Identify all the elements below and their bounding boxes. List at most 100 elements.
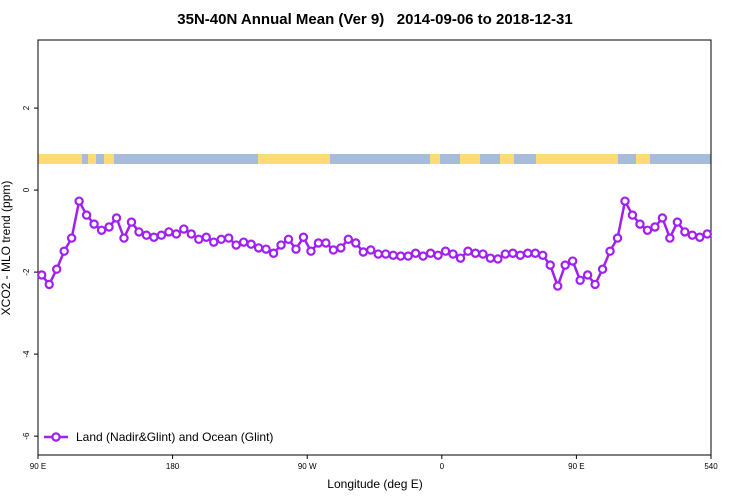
- point: [276, 240, 286, 250]
- x-tick-label: 540: [704, 462, 718, 471]
- point: [104, 222, 114, 232]
- point: [425, 248, 436, 258]
- point: [642, 225, 653, 235]
- point: [680, 227, 690, 237]
- point: [493, 254, 503, 264]
- point: [231, 240, 241, 250]
- y-tick-label: 2: [22, 105, 31, 110]
- x-tick-label: 90 E: [30, 462, 46, 471]
- point: [612, 233, 623, 243]
- point: [291, 244, 301, 254]
- point: [470, 248, 481, 258]
- x-tick-label: 90 W: [298, 462, 317, 471]
- point: [141, 230, 152, 240]
- point: [567, 256, 578, 266]
- point: [381, 249, 391, 259]
- point: [321, 238, 331, 248]
- chart-title: 35N-40N Annual Mean (Ver 9) 2014-09-06 t…: [177, 11, 572, 28]
- point: [560, 260, 570, 270]
- point: [455, 253, 466, 263]
- point: [650, 222, 660, 232]
- point: [657, 213, 668, 223]
- point: [298, 232, 309, 242]
- point: [351, 238, 361, 248]
- point: [89, 219, 99, 229]
- point: [111, 213, 122, 223]
- legend-marker: [51, 432, 61, 442]
- point: [433, 250, 443, 260]
- point: [253, 243, 264, 253]
- point: [179, 224, 189, 234]
- point: [366, 245, 376, 255]
- point: [358, 247, 368, 257]
- point: [665, 233, 675, 243]
- point: [194, 234, 204, 244]
- y-tick-label: -6: [22, 432, 31, 440]
- x-tick-label: 90 E: [568, 462, 584, 471]
- point: [575, 275, 585, 286]
- point: [59, 246, 69, 256]
- point: [209, 237, 219, 247]
- legend-label: Land (Nadir&Glint) and Ocean (Glint): [76, 430, 273, 444]
- point: [261, 244, 271, 254]
- point: [171, 229, 182, 239]
- point: [74, 196, 84, 206]
- point: [66, 233, 77, 243]
- point: [553, 281, 563, 291]
- point: [37, 270, 47, 280]
- y-axis-label: XCO2 - MLO trend (ppm): [0, 181, 13, 316]
- point: [126, 217, 137, 227]
- y-tick-label: 0: [22, 187, 31, 192]
- land-ocean-strip: [38, 154, 711, 164]
- point: [388, 250, 398, 260]
- point: [44, 279, 54, 290]
- point: [508, 248, 518, 258]
- plot-frame: [37, 39, 712, 456]
- point: [336, 243, 346, 253]
- point: [463, 246, 473, 256]
- point: [635, 219, 645, 229]
- y-tick-label: -4: [22, 350, 31, 358]
- point: [627, 210, 638, 220]
- point: [201, 232, 211, 242]
- point: [672, 217, 683, 227]
- point: [328, 245, 339, 255]
- point: [582, 270, 593, 280]
- point: [687, 230, 698, 240]
- point: [620, 196, 630, 206]
- point: [313, 238, 324, 248]
- point: [81, 210, 92, 220]
- point: [410, 248, 421, 258]
- point: [597, 264, 608, 274]
- point: [134, 227, 144, 237]
- point: [373, 249, 383, 259]
- point: [605, 246, 615, 256]
- point: [485, 253, 496, 263]
- point: [216, 234, 226, 244]
- point: [702, 229, 712, 239]
- point: [478, 249, 488, 259]
- point: [51, 264, 62, 274]
- point: [395, 251, 406, 261]
- point: [164, 227, 174, 237]
- point: [343, 234, 354, 244]
- y-tick-label: -2: [22, 268, 31, 276]
- x-tick-label: 0: [440, 462, 445, 471]
- point: [500, 249, 511, 259]
- point: [96, 225, 107, 235]
- x-axis-label: Longitude (deg E): [327, 477, 422, 491]
- point: [149, 232, 159, 242]
- point: [403, 251, 413, 261]
- point: [515, 250, 526, 260]
- point: [448, 249, 458, 259]
- point: [238, 237, 249, 247]
- point: [538, 250, 548, 260]
- point: [545, 260, 555, 270]
- x-tick-label: 180: [166, 462, 180, 471]
- point: [246, 239, 256, 249]
- point: [283, 234, 294, 244]
- point: [186, 229, 196, 239]
- point: [306, 246, 316, 256]
- point: [223, 233, 234, 243]
